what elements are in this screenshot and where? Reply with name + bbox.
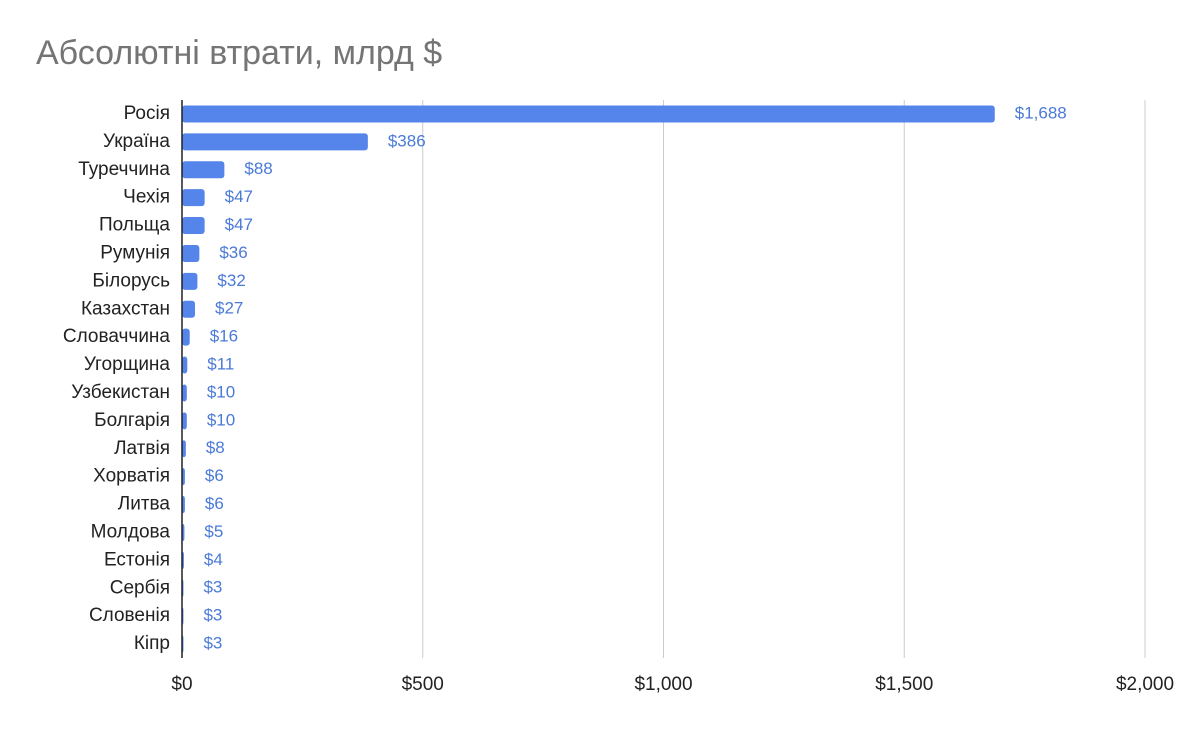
y-tick-label: Чехія [123,187,170,208]
value-label: $1,688 [1015,103,1067,122]
y-tick-label: Румунія [100,242,170,263]
chart-title: Абсолютні втрати, млрд $ [36,34,442,72]
value-label: $4 [204,550,223,569]
bar [182,105,995,123]
y-tick-label: Естонія [104,549,170,570]
value-label: $16 [210,327,238,346]
y-tick-label: Туреччина [78,159,170,180]
bar [182,412,187,430]
value-label: $32 [217,271,245,290]
value-label: $10 [207,410,235,429]
y-tick-label: Болгарія [94,410,170,431]
value-label: $5 [204,522,223,541]
y-tick-label: Казахстан [81,298,170,319]
y-tick-label: Росія [124,103,170,124]
x-tick-label: $500 [402,674,444,695]
x-tick-label: $2,000 [1116,674,1174,695]
value-label: $6 [205,494,224,513]
bar [182,161,225,179]
value-label: $3 [203,606,222,625]
bar [182,217,205,235]
value-label: $47 [225,215,253,234]
y-tick-label: Молдова [91,521,171,542]
y-tick-label: Словаччина [63,326,171,347]
y-tick-label: Словенія [89,605,170,626]
bar [182,189,205,207]
value-label: $11 [207,355,234,374]
value-label: $88 [244,159,272,178]
value-label: $36 [219,243,247,262]
bar [182,328,190,346]
value-label: $3 [203,578,222,597]
value-label: $47 [225,187,253,206]
y-tick-label: Хорватія [93,466,170,487]
y-tick-label: Білорусь [92,270,170,291]
value-label: $6 [205,466,224,485]
value-label: $10 [207,382,235,401]
bar [182,356,188,374]
bar [182,440,186,458]
bar [182,384,187,402]
y-tick-label: Польща [99,215,170,236]
bar [182,300,196,318]
y-tick-label: Сербія [110,577,170,598]
value-label: $386 [388,131,426,150]
bar [182,133,368,151]
value-label: $8 [206,438,225,457]
y-tick-label: Україна [103,131,170,152]
value-label: $27 [215,299,243,318]
y-tick-label: Кіпр [134,633,170,654]
y-tick-label: Литва [118,494,171,515]
bar [182,244,200,262]
x-tick-label: $1,500 [875,674,933,695]
y-tick-label: Латвія [114,438,170,459]
value-label: $3 [203,634,222,653]
y-tick-label: Узбекистан [71,382,170,403]
bar [182,272,198,290]
y-tick-label: Угорщина [84,354,171,375]
x-tick-label: $0 [171,674,192,695]
x-tick-label: $1,000 [634,674,692,695]
